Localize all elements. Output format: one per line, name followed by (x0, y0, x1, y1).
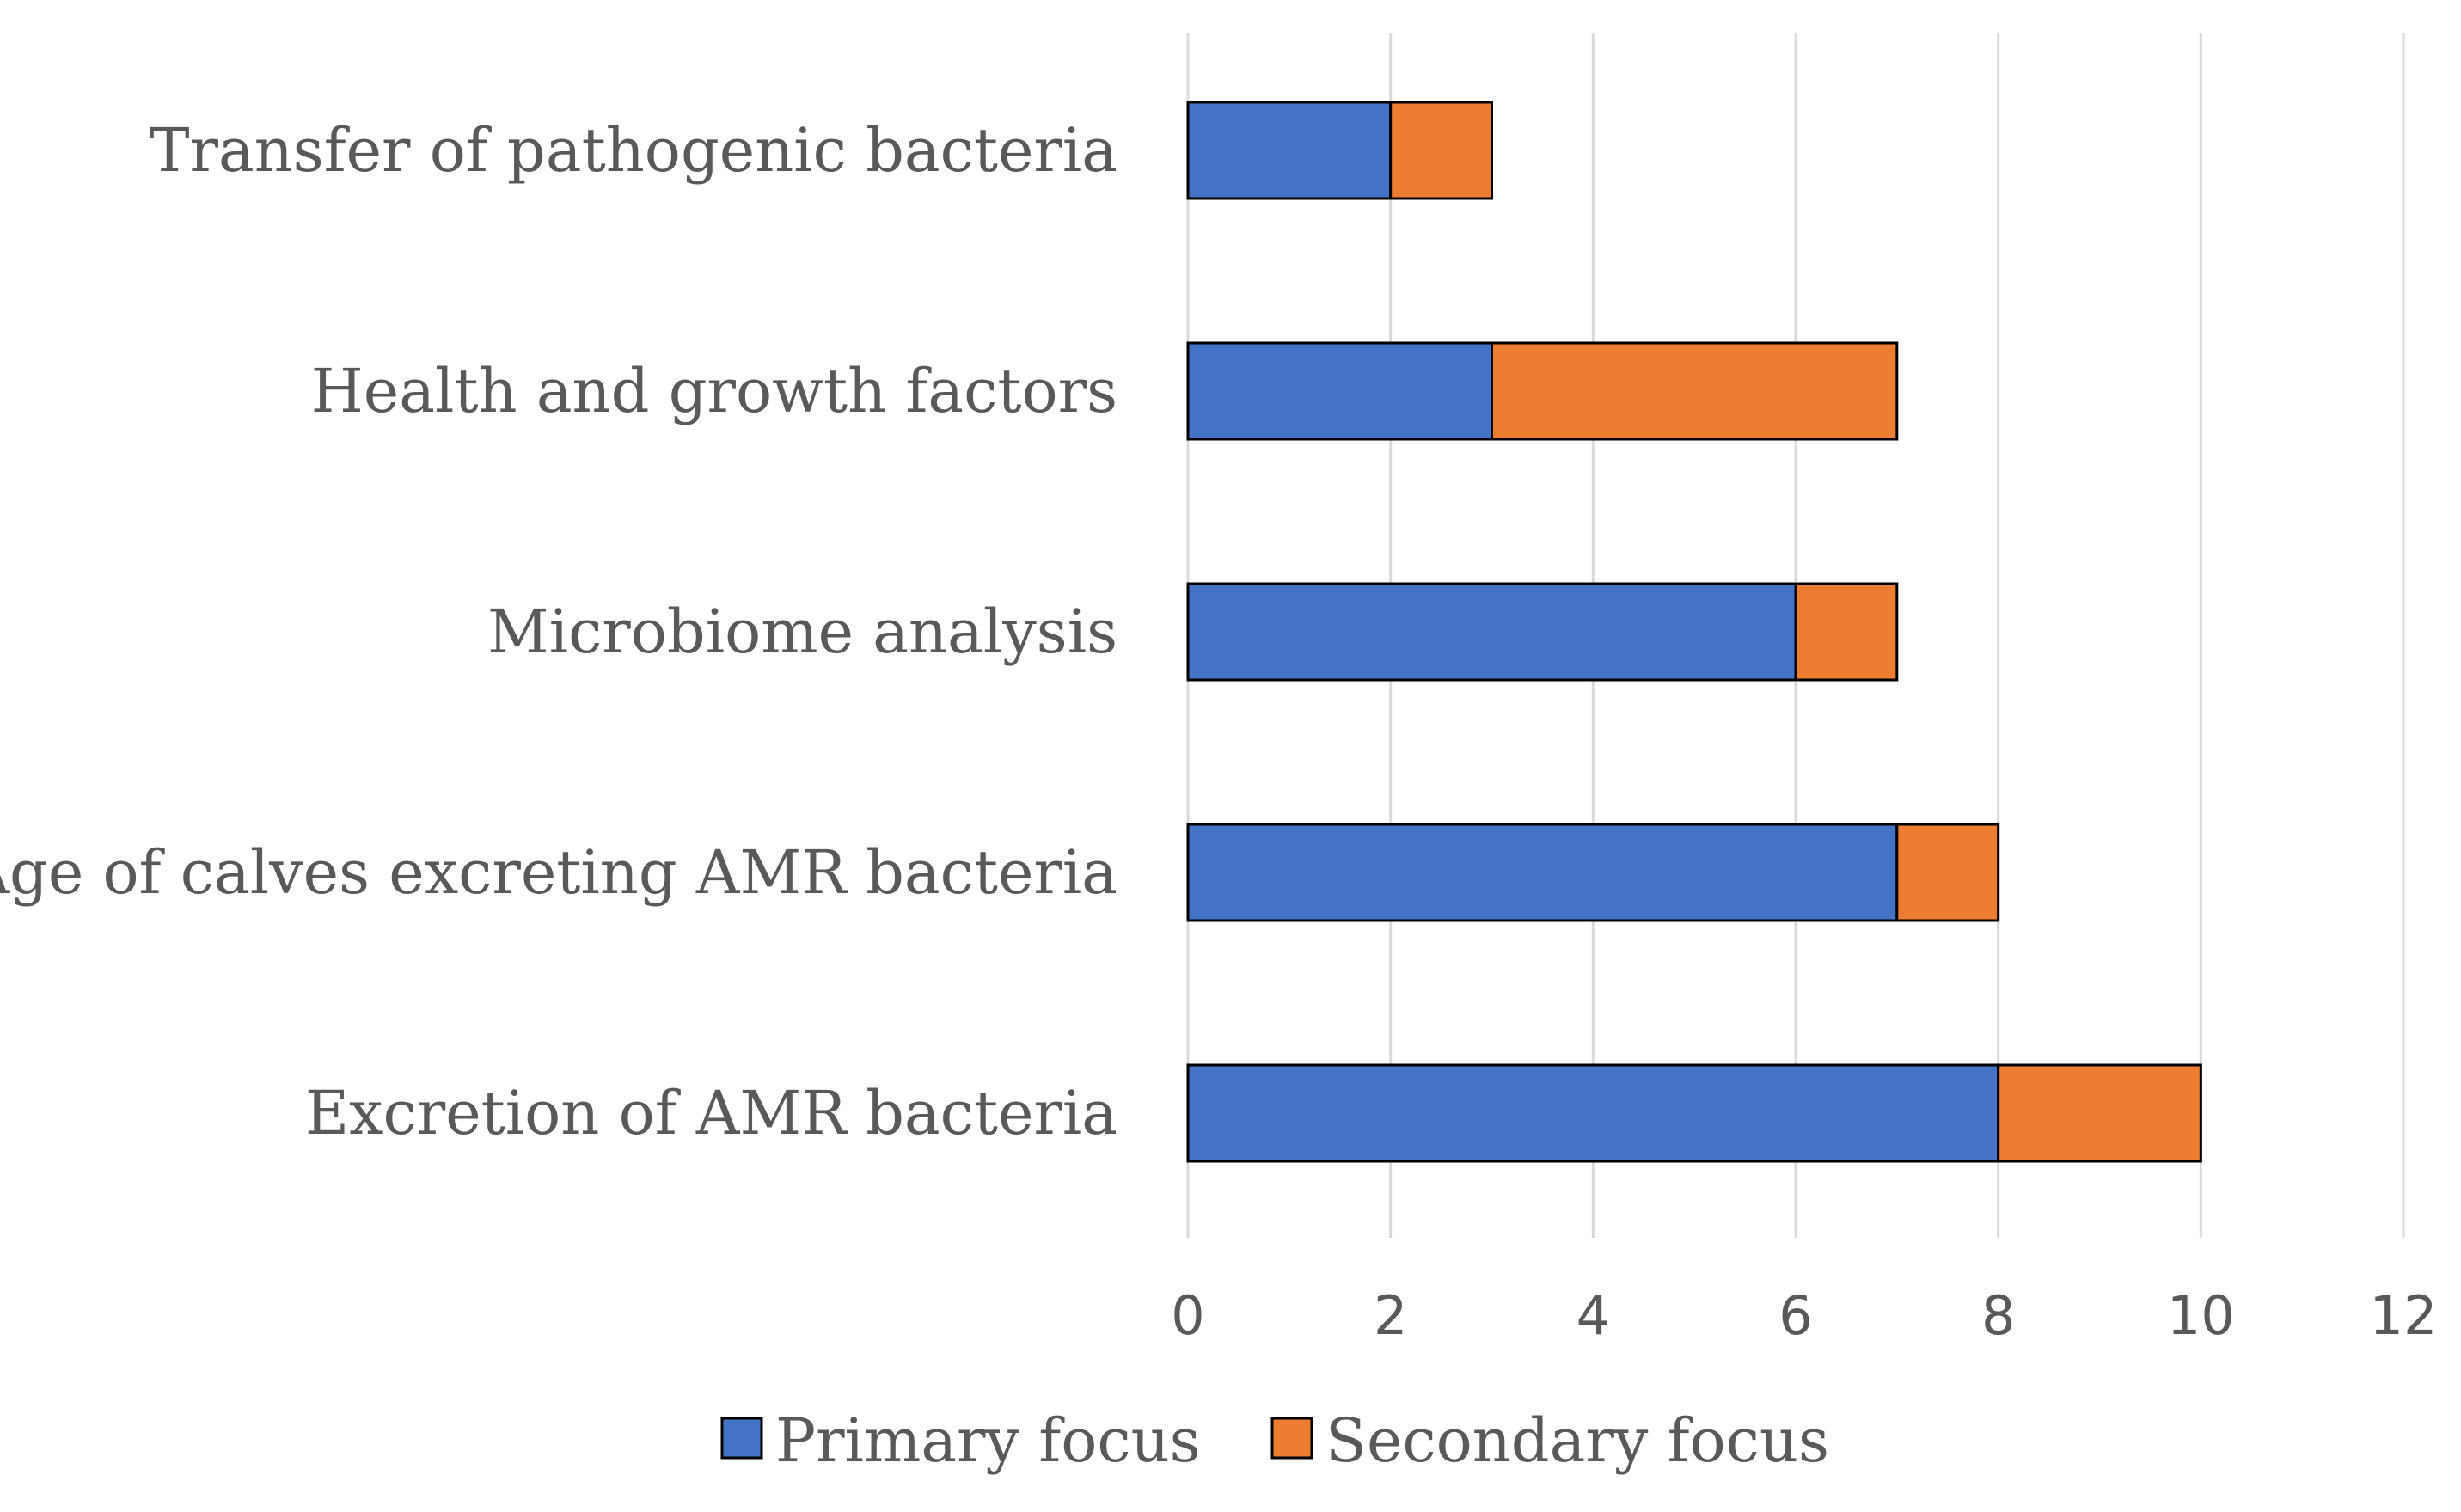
category-label: Health and growth factors (311, 356, 1117, 426)
legend-label-primary[interactable]: Primary focus (775, 1405, 1201, 1476)
bar-secondary-4[interactable] (1997, 1063, 2202, 1163)
bar-secondary-0[interactable] (1389, 101, 1493, 200)
x-tick-label: 0 (1171, 1284, 1204, 1347)
legend[interactable]: Primary focus Secondary focus (720, 1405, 1829, 1476)
bar-secondary-1[interactable] (1491, 341, 1899, 441)
legend-label-secondary[interactable]: Secondary focus (1325, 1405, 1829, 1476)
x-tick-label: 4 (1576, 1284, 1610, 1347)
bar-primary-1[interactable] (1186, 341, 1493, 441)
bars (1186, 101, 2202, 1163)
category-label: Age of calves excreting AMR bacteria (0, 837, 1117, 908)
legend-swatch-primary[interactable] (720, 1417, 763, 1460)
bar-primary-4[interactable] (1186, 1063, 2000, 1163)
category-label: Transfer of pathogenic bacteria (150, 115, 1117, 186)
bar-primary-2[interactable] (1186, 582, 1797, 682)
value-axis-tick-labels: 0 2 4 6 8 10 12 (1171, 1284, 2437, 1347)
x-tick-label: 8 (1981, 1284, 2015, 1347)
x-tick-label: 6 (1778, 1284, 1812, 1347)
x-tick-label: 2 (1374, 1284, 1407, 1347)
category-label: Microbiome analysis (487, 597, 1117, 667)
x-tick-label: 10 (2167, 1284, 2235, 1347)
bar-secondary-2[interactable] (1794, 582, 1899, 682)
bar-secondary-3[interactable] (1895, 823, 2000, 922)
x-tick-label: 12 (2370, 1284, 2438, 1347)
bar-primary-3[interactable] (1186, 823, 1899, 922)
category-axis-labels: Transfer of pathogenic bacteria Health an… (0, 115, 1117, 1148)
category-label: Excretion of AMR bacteria (305, 1078, 1117, 1148)
legend-swatch-secondary[interactable] (1270, 1417, 1313, 1460)
bar-primary-0[interactable] (1186, 101, 1393, 200)
